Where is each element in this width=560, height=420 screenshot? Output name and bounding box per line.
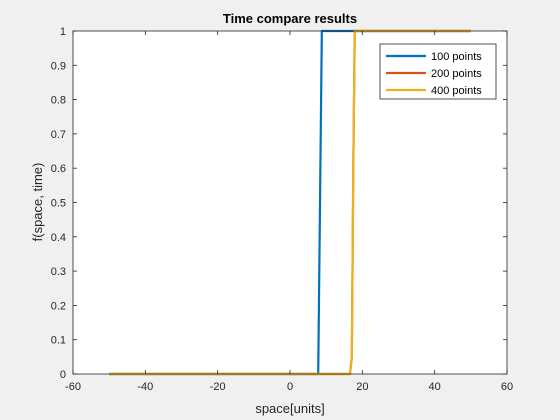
x-axis-label: space[units] xyxy=(255,401,324,416)
x-tick-label: -20 xyxy=(210,381,226,393)
y-tick-label: 0.8 xyxy=(51,95,66,107)
legend: 100 points 200 points 400 points xyxy=(379,43,497,100)
x-tick-label: 0 xyxy=(287,381,293,393)
y-tick-label: 0.7 xyxy=(51,129,66,141)
y-tick-label: 0.6 xyxy=(51,163,66,175)
y-tick-label: 0 xyxy=(60,369,66,381)
x-tick-label: 40 xyxy=(429,381,441,393)
legend-entry: 100 points xyxy=(431,51,482,63)
x-tick-label: 20 xyxy=(356,381,368,393)
x-tick-label: -60 xyxy=(65,381,81,393)
y-tick-label: 0.5 xyxy=(51,198,66,210)
y-tick-label: 0.3 xyxy=(51,266,66,278)
x-tick-label: 60 xyxy=(501,381,513,393)
y-tick-label: 0.1 xyxy=(51,335,66,347)
legend-entry: 400 points xyxy=(431,85,482,97)
y-tick-label: 0.9 xyxy=(51,60,66,72)
x-tick-label: -40 xyxy=(137,381,153,393)
y-axis-label: f(space, time) xyxy=(30,163,45,242)
chart-title: Time compare results xyxy=(223,11,357,26)
y-tick-label: 0.4 xyxy=(51,232,66,244)
legend-entry: 200 points xyxy=(431,68,482,80)
y-tick-label: 1 xyxy=(60,26,66,38)
y-tick-label: 0.2 xyxy=(51,300,66,312)
axis-ticks: -60 -40 -20 0 20 40 60 0 0.1 0.2 0.3 0.4 0.5 0.6 0.7 0.… xyxy=(51,26,513,393)
